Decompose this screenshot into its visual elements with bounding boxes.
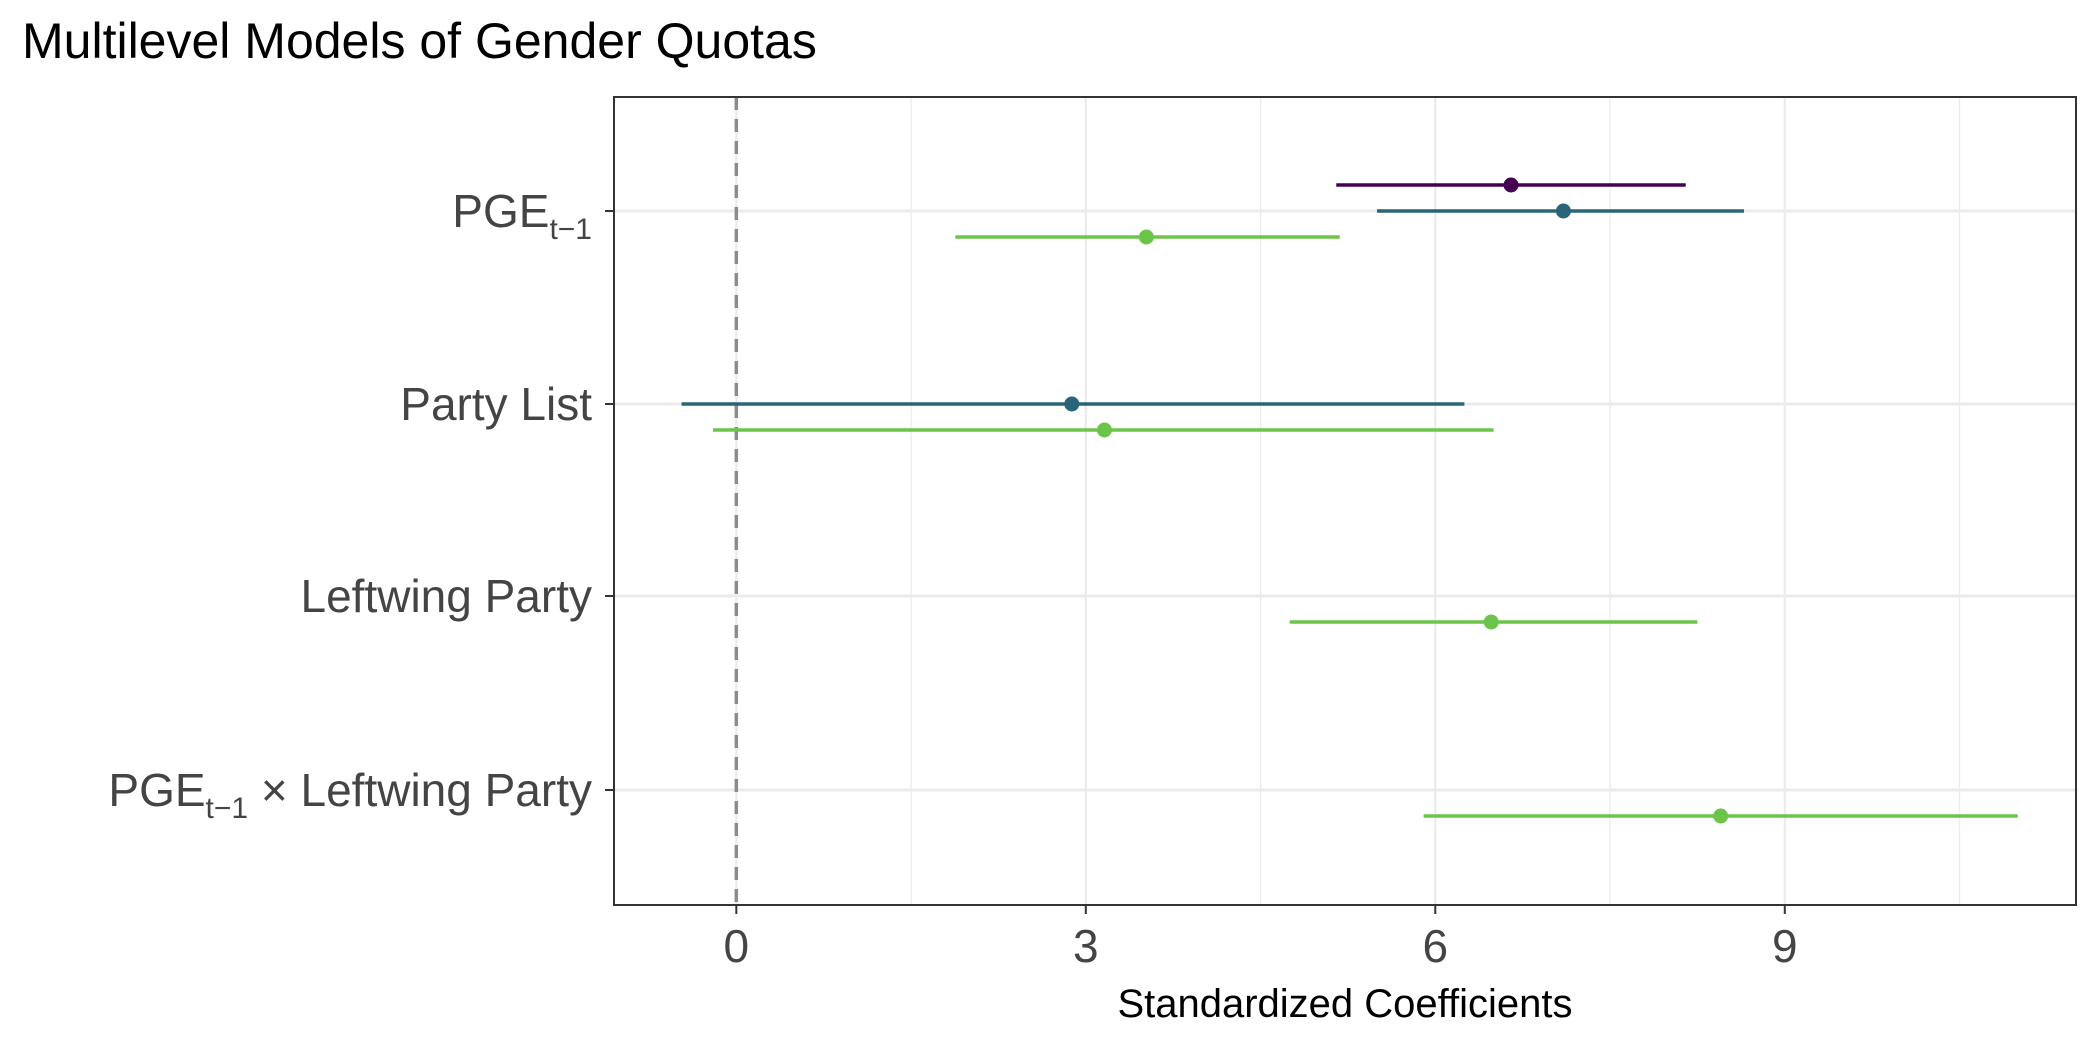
y-tick-label: Leftwing Party bbox=[301, 570, 592, 622]
panel-border bbox=[613, 96, 2077, 906]
x-axis-label: Standardized Coefficients bbox=[1117, 982, 1572, 1026]
y-axis: PGEt−1 Party List Leftwing Party PGEt−1 × L… bbox=[108, 185, 614, 825]
x-tick-label: 9 bbox=[1772, 920, 1798, 972]
x-tick-label: 6 bbox=[1422, 920, 1448, 972]
point-estimate bbox=[1138, 229, 1154, 245]
y-tick-label: PGEt−1 bbox=[452, 185, 592, 246]
series-layer bbox=[681, 177, 2018, 824]
x-tick-label: 0 bbox=[724, 920, 750, 972]
grid-layer bbox=[614, 97, 2076, 905]
point-estimate bbox=[1555, 203, 1571, 219]
x-axis: 0 3 6 9 bbox=[724, 905, 1798, 972]
chart-title: Multilevel Models of Gender Quotas bbox=[22, 13, 817, 69]
y-tick-label: Party List bbox=[400, 378, 592, 430]
y-tick-label: PGEt−1 × Leftwing Party bbox=[108, 764, 592, 825]
point-estimate bbox=[1503, 177, 1519, 193]
point-estimate bbox=[1483, 614, 1499, 630]
point-estimate bbox=[1096, 422, 1112, 438]
x-tick-label: 3 bbox=[1073, 920, 1099, 972]
point-estimate bbox=[1064, 396, 1080, 412]
point-estimate bbox=[1713, 808, 1729, 824]
